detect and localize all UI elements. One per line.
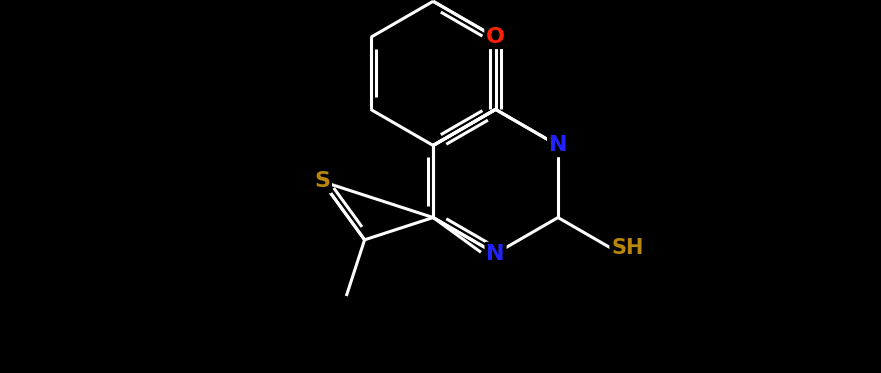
Text: O: O xyxy=(486,27,505,47)
Text: N: N xyxy=(549,135,567,156)
Text: S: S xyxy=(315,172,330,191)
Text: N: N xyxy=(486,244,505,264)
Text: SH: SH xyxy=(611,238,643,258)
